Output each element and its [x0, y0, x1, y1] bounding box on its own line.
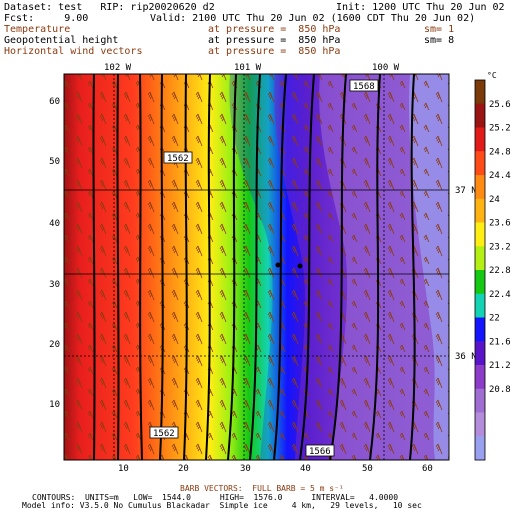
y-tick: 10 [49, 400, 60, 410]
colorbar-swatch [475, 103, 485, 128]
colorbar-swatch [475, 127, 485, 152]
colorbar-swatch [475, 151, 485, 176]
x-tick: 10 [118, 464, 129, 474]
colorbar-level-label: 22.8 [489, 266, 511, 276]
init-line: Init: 1200 UTC Thu 20 Jun 02 [336, 2, 505, 13]
colorbar-level-label: 24.4 [489, 171, 511, 181]
x-tick: 50 [362, 464, 373, 474]
valid-line: Valid: 2100 UTC Thu 20 Jun 02 (1600 CDT … [150, 13, 476, 24]
colorbar-unit: °C [487, 71, 497, 80]
colorbar-swatch [475, 388, 485, 413]
colorbar-labels: 25.6 25.2 24.8 24.4 24 23.6 23.2 22.8 22.4 22 21.6… [489, 100, 511, 395]
colorbar-swatch [475, 412, 485, 437]
lon-label: 100 W [372, 63, 400, 73]
colorbar-level-label: 24 [489, 195, 500, 205]
x-axis-ticks: 10 20 30 40 50 60 [118, 464, 433, 474]
colorbar-swatch [475, 80, 485, 105]
x-tick: 40 [300, 464, 311, 474]
colorbar-swatch [475, 270, 485, 295]
contour-labels: 1568 1562 1562 1566 [149, 79, 379, 457]
colorbar-swatch [475, 222, 485, 247]
colorbar-level-label: 22 [489, 314, 500, 324]
model-info: Model info: V3.5.0 No Cumulus Blackadar … [22, 501, 422, 510]
colorbar-level-label: 25.6 [489, 100, 511, 110]
colorbar-swatch [475, 341, 485, 366]
colorbar-level-label: 22.4 [489, 290, 511, 300]
colorbar-swatch [475, 175, 485, 200]
contour-label: 1562 [153, 429, 175, 439]
colorbar-swatch [475, 293, 485, 318]
field-pressure-temperature: at pressure = 850 hPa [208, 24, 341, 35]
x-tick: 20 [178, 464, 189, 474]
contour-label: 1568 [353, 82, 375, 92]
contour-label: 1562 [167, 154, 189, 164]
lon-label: 102 W [104, 63, 132, 73]
y-axis-ticks: 10 20 30 40 50 60 [49, 97, 60, 410]
colorbar-level-label: 21.2 [489, 361, 511, 371]
y-tick: 40 [49, 219, 60, 229]
colorbar-swatch [475, 317, 485, 342]
colorbar-swatch [475, 365, 485, 390]
lon-label: 101 W [234, 63, 262, 73]
contour-label: 1566 [309, 447, 331, 457]
x-tick: 60 [422, 464, 433, 474]
colorbar-swatch [475, 436, 485, 461]
dataset-line: Dataset: test RIP: rip20020620 d2 [4, 2, 215, 13]
colorbar [474, 79, 486, 461]
x-tick: 30 [240, 464, 251, 474]
latitude-labels: 37 N 36 N [455, 186, 477, 362]
colorbar-level-label: 20.8 [489, 385, 511, 395]
temperature-field [64, 74, 449, 460]
lat-label: 37 N [455, 186, 477, 196]
field-extra-temperature: sm= 1 [424, 24, 455, 35]
colorbar-swatch [475, 246, 485, 271]
y-tick: 60 [49, 97, 60, 107]
field-pressure-height: at pressure = 850 hPa [208, 35, 341, 46]
fcst-line: Fcst: 9.00 [4, 13, 89, 24]
y-tick: 50 [49, 157, 60, 167]
colorbar-level-label: 21.6 [489, 337, 511, 347]
field-pressure-wind: at pressure = 850 hPa [208, 46, 341, 57]
colorbar-swatch [475, 198, 485, 223]
colorbar-level-label: 23.2 [489, 242, 511, 252]
field-extra-height: sm= 8 [424, 35, 455, 46]
y-tick: 20 [49, 340, 60, 350]
colorbar-level-label: 23.6 [489, 219, 511, 229]
barb-vectors-note: BARB VECTORS: FULL BARB = 5 m s⁻¹ [180, 484, 344, 493]
colorbar-level-label: 24.8 [489, 147, 511, 157]
field-name-wind: Horizontal wind vectors [4, 46, 143, 57]
colorbar-level-label: 25.2 [489, 124, 511, 134]
field-name-temperature: Temperature [4, 24, 71, 35]
contours-info: CONTOURS: UNITS=m LOW= 1544.0 HIGH= 1576… [32, 493, 399, 502]
field-name-height: Geopotential height [4, 35, 119, 46]
lat-label: 36 N [455, 352, 477, 362]
longitude-labels: 102 W 101 W 100 W [104, 63, 400, 73]
y-tick: 30 [49, 280, 60, 290]
